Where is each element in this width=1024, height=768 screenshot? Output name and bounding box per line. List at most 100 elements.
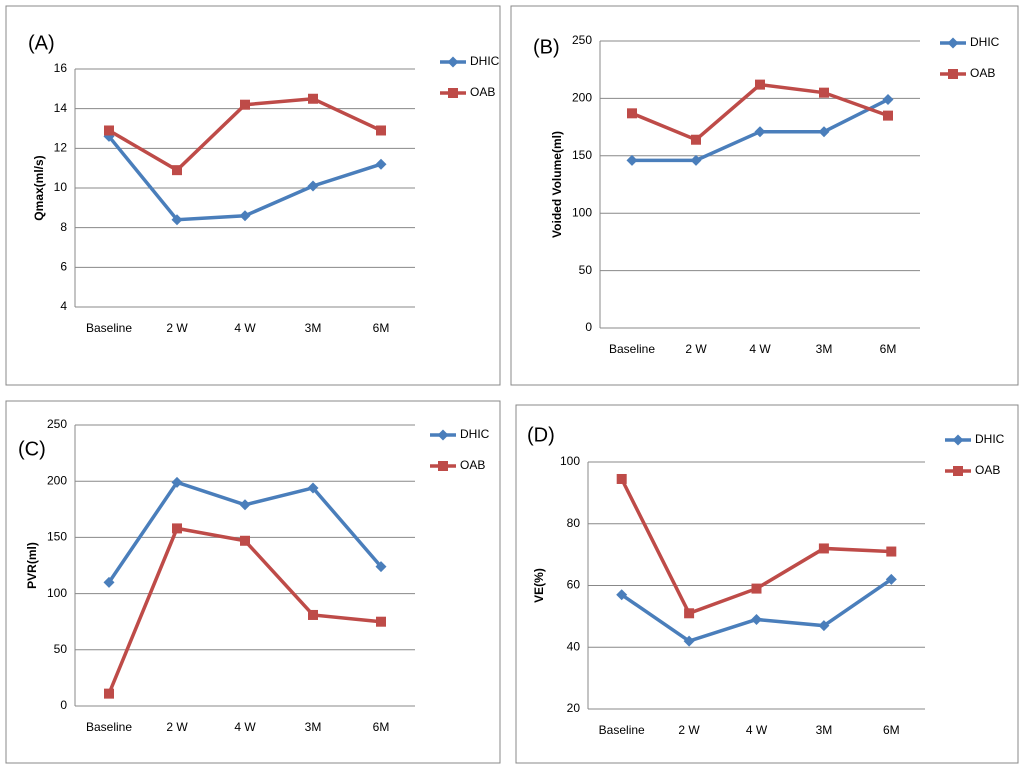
y-tick-label: 10 — [54, 180, 68, 194]
data-point — [240, 99, 250, 110]
y-tick-label: 16 — [54, 61, 68, 75]
y-tick-label: 60 — [567, 578, 581, 592]
legend-marker — [448, 88, 458, 98]
y-tick-label: 80 — [567, 516, 581, 530]
y-axis-label: Qmax(ml/s) — [32, 155, 46, 220]
panel-title: (B) — [533, 36, 560, 58]
legend-marker — [953, 466, 963, 476]
legend-label: OAB — [975, 463, 1000, 477]
chart-panel: (A) 4 6 8 10 12 14 16 Qmax(ml/s) Baseline 2 W 4 W 3M… — [5, 5, 501, 386]
data-point — [885, 573, 897, 585]
y-tick-label: 100 — [572, 205, 592, 219]
x-tick-label: 6M — [880, 342, 897, 356]
chart-panel: (C) 0 50 100 150 200 250 PVR(ml) Baseline 2 W 4 W 3… — [5, 400, 501, 764]
data-point — [239, 499, 251, 511]
y-tick-label: 200 — [572, 91, 592, 105]
data-point — [755, 79, 765, 90]
data-point — [171, 214, 183, 226]
legend-marker — [447, 56, 459, 68]
data-point — [104, 125, 114, 136]
x-tick-label: 6M — [883, 723, 900, 737]
y-tick-label: 50 — [579, 263, 593, 277]
y-tick-label: 50 — [54, 642, 68, 656]
data-point — [627, 108, 637, 119]
x-tick-label: 3M — [305, 321, 322, 335]
data-point — [683, 635, 695, 647]
data-point — [882, 94, 894, 106]
x-tick-label: 4 W — [746, 723, 768, 737]
y-tick-label: 6 — [60, 260, 67, 274]
data-point — [754, 126, 766, 138]
x-tick-label: Baseline — [609, 342, 655, 356]
legend-label: DHIC — [970, 35, 1000, 49]
legend-label: OAB — [460, 458, 485, 472]
data-point — [240, 535, 250, 546]
panel-title: (A) — [28, 32, 55, 54]
data-point — [818, 126, 830, 138]
x-tick-label: Baseline — [86, 720, 132, 734]
data-point — [751, 613, 762, 625]
data-point — [626, 154, 638, 166]
chart-panel: (D) 20 40 60 80 100 VE(%) Baseline 2 W 4 W 3M 6M DHI… — [515, 404, 1019, 764]
panel-frame — [5, 5, 501, 386]
series-line — [107, 480, 383, 584]
series-line — [107, 526, 382, 695]
panel-title: (D) — [527, 424, 555, 446]
data-point — [883, 110, 893, 121]
data-point — [818, 620, 830, 632]
x-tick-label: 2 W — [166, 720, 188, 734]
legend-marker — [438, 461, 448, 471]
y-tick-label: 150 — [47, 530, 67, 544]
legend-marker — [952, 434, 964, 446]
legend-marker — [437, 429, 449, 441]
chart-panel: (B) 0 50 100 150 200 250 Voided Volume(ml) Basel… — [510, 5, 1019, 386]
y-axis-label: Voided Volume(ml) — [550, 131, 564, 238]
series-line — [107, 135, 382, 222]
data-point — [376, 125, 386, 136]
legend-marker — [947, 37, 959, 49]
data-point — [308, 609, 318, 620]
data-point — [171, 476, 183, 488]
y-axis-label: VE(%) — [532, 568, 546, 603]
x-tick-label: 4 W — [234, 321, 256, 335]
y-tick-label: 250 — [47, 417, 67, 431]
data-point — [690, 154, 702, 166]
data-point — [103, 576, 115, 588]
data-point — [818, 543, 829, 554]
legend-label: OAB — [970, 66, 995, 80]
data-point — [616, 589, 628, 601]
data-point — [104, 688, 114, 699]
y-tick-label: 250 — [572, 33, 592, 47]
data-point — [616, 473, 627, 484]
x-tick-label: 2 W — [685, 342, 707, 356]
x-tick-label: 2 W — [166, 321, 188, 335]
data-point — [239, 210, 251, 222]
data-point — [308, 93, 318, 104]
panel-frame — [5, 400, 501, 764]
data-point — [819, 87, 829, 98]
legend-label: DHIC — [470, 54, 500, 68]
y-tick-label: 0 — [60, 698, 67, 712]
y-tick-label: 200 — [47, 473, 67, 487]
data-point — [307, 482, 319, 494]
x-tick-label: 6M — [373, 720, 390, 734]
y-axis-label: PVR(ml) — [25, 542, 39, 589]
panel-frame — [515, 404, 1019, 764]
data-point — [684, 608, 695, 619]
y-tick-label: 150 — [572, 148, 592, 162]
panel-title: (C) — [18, 438, 46, 460]
y-tick-label: 40 — [567, 639, 581, 653]
y-tick-label: 100 — [47, 586, 67, 600]
y-tick-label: 0 — [585, 320, 592, 334]
data-point — [886, 546, 897, 557]
y-tick-label: 12 — [54, 141, 68, 155]
y-tick-label: 8 — [60, 220, 67, 234]
x-tick-label: 6M — [373, 321, 390, 335]
data-point — [172, 165, 182, 176]
x-tick-label: 2 W — [678, 723, 700, 737]
data-point — [375, 158, 387, 170]
x-tick-label: 3M — [305, 720, 322, 734]
data-point — [307, 180, 319, 192]
legend-label: DHIC — [460, 427, 490, 441]
legend-label: OAB — [470, 85, 495, 99]
